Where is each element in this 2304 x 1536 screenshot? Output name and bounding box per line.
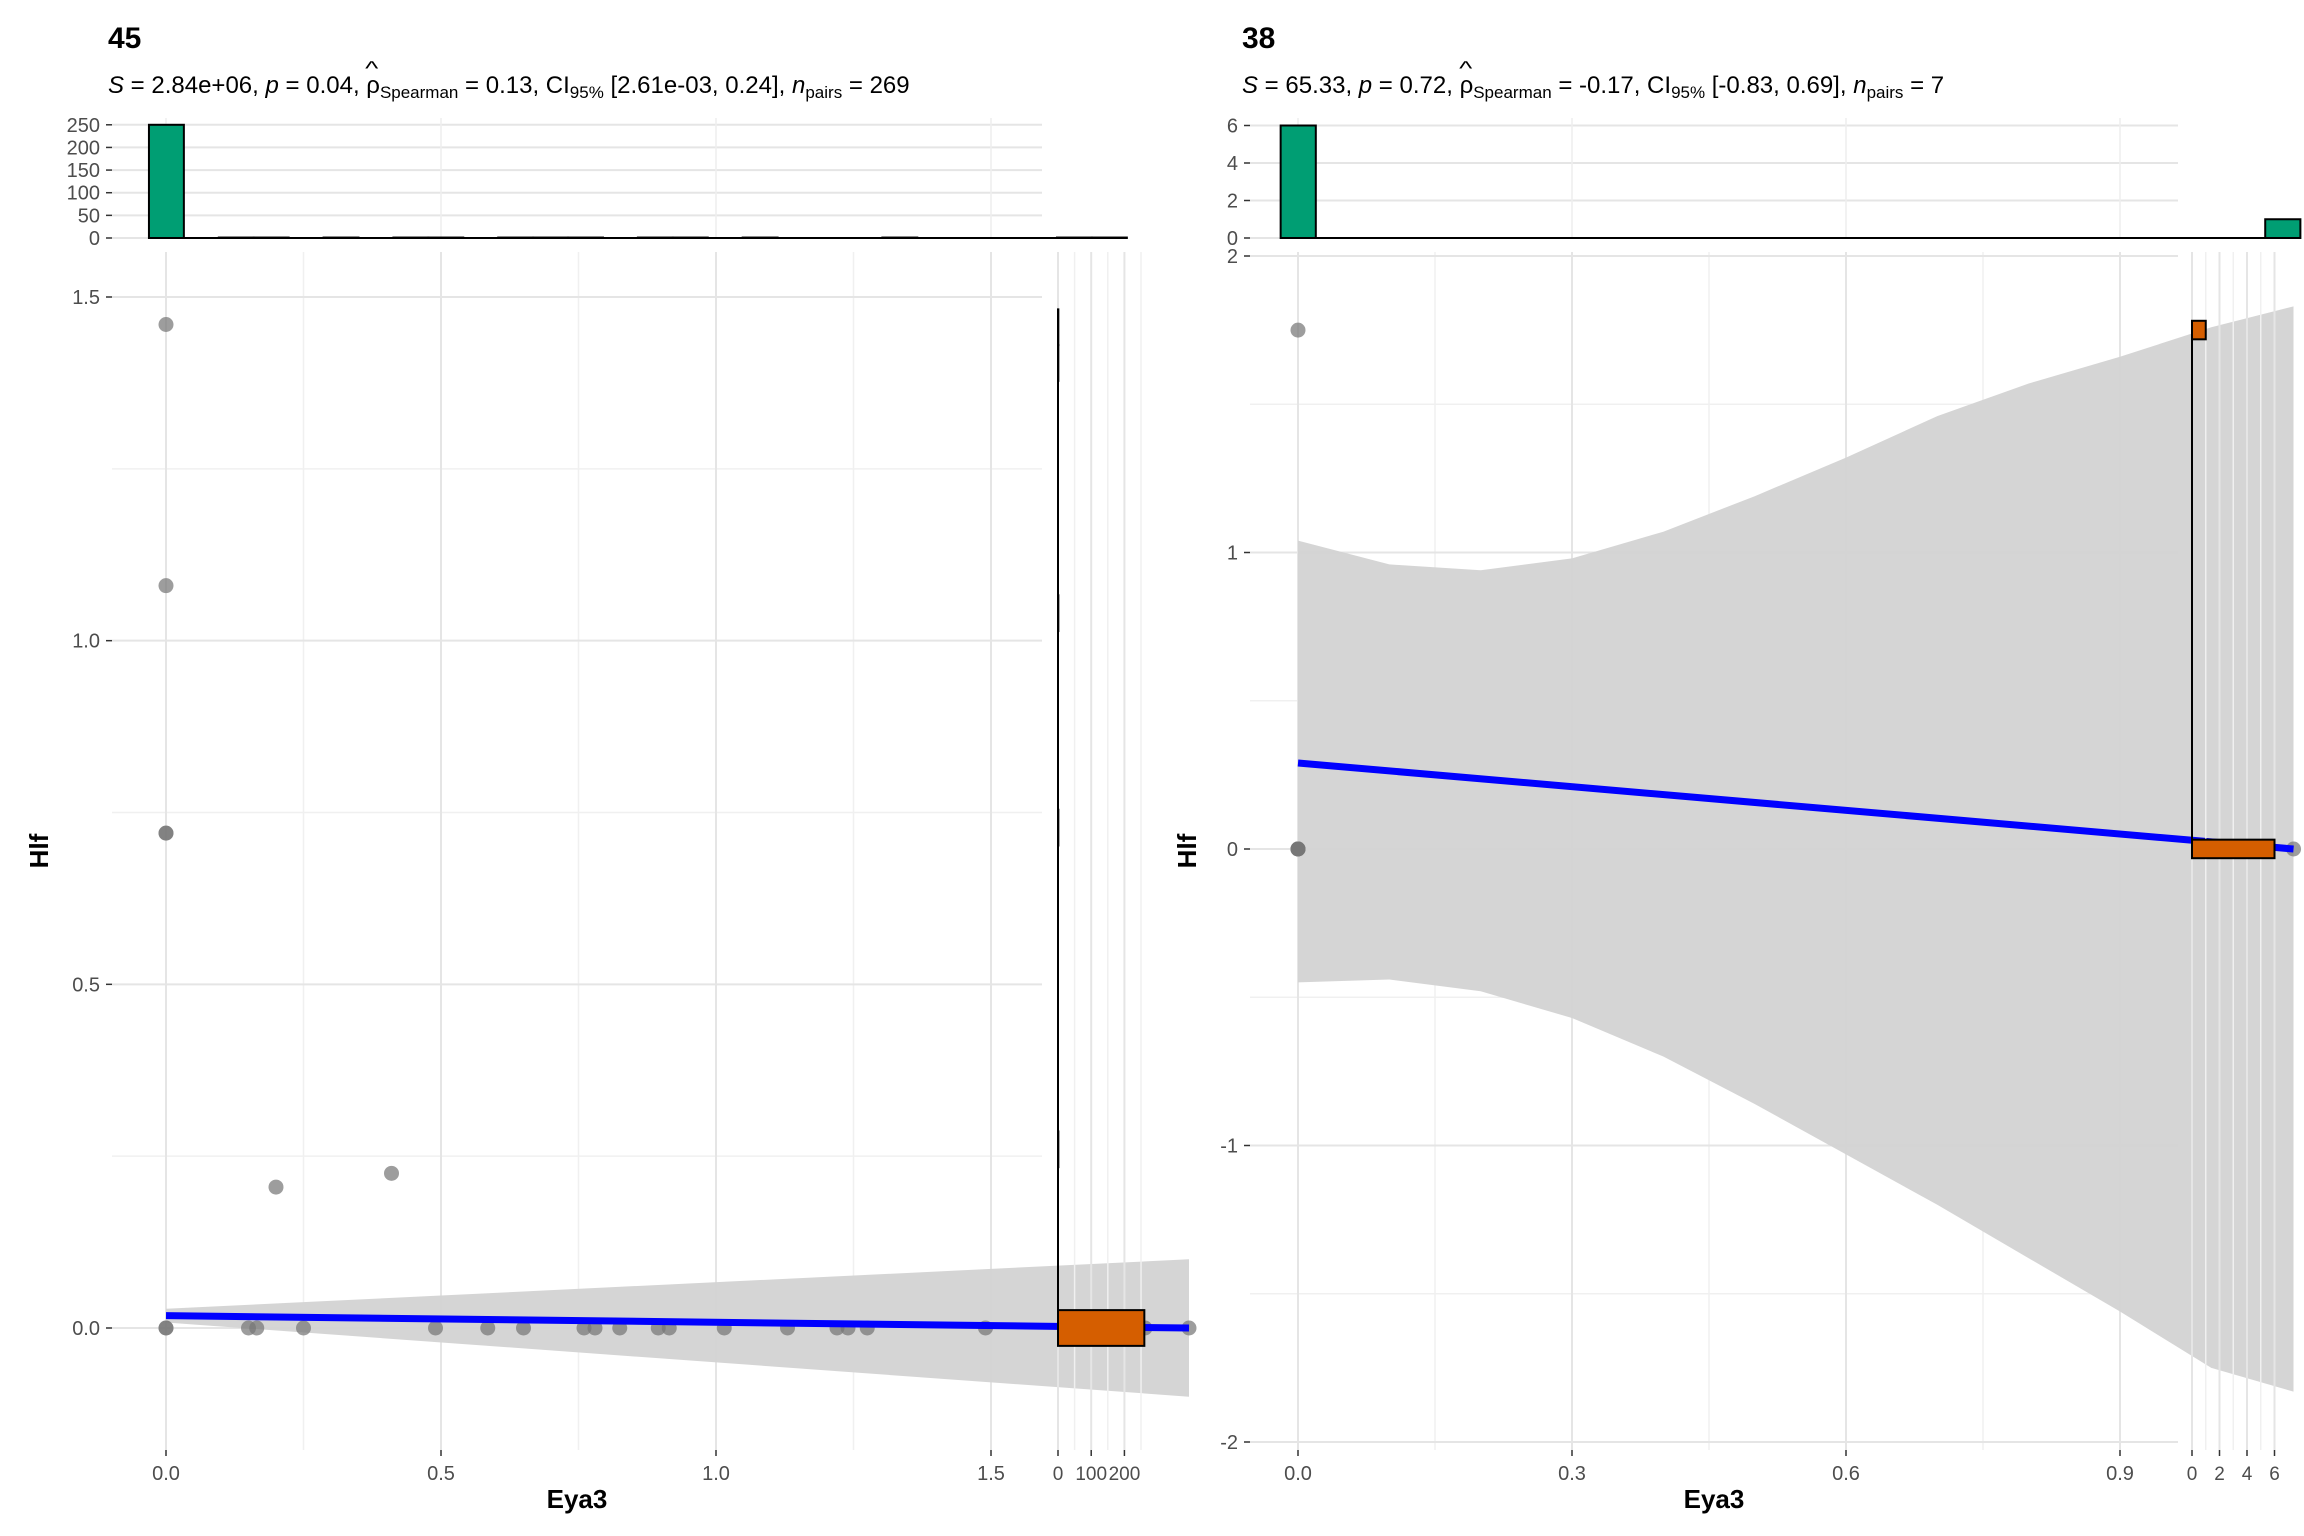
panel-1-data-point <box>158 1320 174 1336</box>
panel-1-y-tick-label: 0.5 <box>72 974 100 996</box>
panel-1-title: 45 <box>108 22 142 55</box>
panel-2-x-tick-label: 0.3 <box>1558 1463 1586 1485</box>
panel-1-right-hist-bar <box>1057 1309 1146 1347</box>
panel-1-subtitle: S = 2.84e+06, p = 0.04, ρSpearman = 0.13… <box>108 72 910 103</box>
panel-1-x-tick-label: 1.0 <box>702 1463 730 1485</box>
panel-2-right-hist-bar <box>2191 838 2276 860</box>
panel-1-top-hist-tick-label: 200 <box>67 137 100 159</box>
panel-2-x-axis-label: Eya3 <box>1684 1484 1745 1514</box>
panel-2-right-hist-tick-label: 2 <box>2214 1464 2225 1485</box>
panel-2-right-hist-tick-label: 0 <box>2187 1464 2198 1485</box>
panel-2-y-axis-label: Hlf <box>1172 833 1202 868</box>
panel-2-regression-line <box>1297 759 2294 853</box>
panel-1-top-hist-tick-label: 100 <box>67 183 100 205</box>
panel-1-top-hist-bar <box>147 123 185 239</box>
panel-1-stat-s: 2.84e+06 <box>151 72 253 99</box>
panel-2-y-tick-label: 1 <box>1227 543 1238 565</box>
panel-2-y-tick-label: -1 <box>1220 1136 1238 1158</box>
panel-1-stat-ci: [2.61e-03, 0.24] <box>610 72 779 99</box>
panel-2-right-hist-tick-label: 6 <box>2269 1464 2280 1485</box>
panel-2-top-hist-tick-label: 2 <box>1227 191 1238 213</box>
panel-1-top-hist-tick-label: 50 <box>78 205 100 227</box>
panel-1-stat-n: 269 <box>869 72 910 99</box>
panel-1-x-tick-label: 1.5 <box>977 1463 1005 1485</box>
panel-1-regression-line <box>165 1312 1190 1332</box>
panel-1-y-tick-label: 0.0 <box>72 1318 100 1340</box>
panel-1-stat-p: 0.04 <box>306 72 353 99</box>
panel-1-top-hist-tick-label: 250 <box>67 115 100 137</box>
panel-1-y-tick-label: 1.5 <box>72 287 100 309</box>
panel-1-right-hist-tick-label: 0 <box>1053 1464 1064 1485</box>
panel-2-right-hist-tick-label: 4 <box>2242 1464 2253 1485</box>
panel-2-stat-n: 7 <box>1930 72 1945 99</box>
panel-2-top-hist-tick-label: 4 <box>1227 153 1238 175</box>
panel-2-x-tick-label: 0.0 <box>1284 1463 1312 1485</box>
panel-2-top-hist-bar <box>2264 218 2302 239</box>
panel-2-y-tick-label: 0 <box>1227 839 1238 861</box>
panel-2-stat-ci: [-0.83, 0.69] <box>1711 72 1840 99</box>
panel-2-stat-rho: -0.17 <box>1579 72 1634 99</box>
panel-2-y-tick-label: -2 <box>1220 1432 1238 1454</box>
panel-1-confidence-band <box>166 1259 1189 1397</box>
panel-2-y-tick-label: 2 <box>1227 246 1238 268</box>
panel-1-data-point <box>158 578 174 594</box>
panel-1-data-point <box>268 1179 284 1195</box>
panel-1-data-point <box>249 1320 265 1336</box>
panel-1-data-point <box>158 825 174 841</box>
panel-1-top-hist-tick-label: 150 <box>67 160 100 182</box>
panel-2-stat-s: 65.33 <box>1285 72 1346 99</box>
panel-1-stat-rho: 0.13 <box>485 72 533 99</box>
panel-2-top-hist-tick-label: 6 <box>1227 116 1238 138</box>
panel-1-y-tick-label: 1.0 <box>72 631 100 653</box>
panel-1-right-hist-tick-label: 100 <box>1075 1464 1107 1485</box>
panel-1-data-point <box>428 1320 443 1336</box>
panel-2-stat-p: 0.72 <box>1399 72 1447 99</box>
panel-2-x-tick-label: 0.9 <box>2106 1463 2134 1485</box>
panel-1-y-axis-label: Hlf <box>24 833 54 868</box>
panel-2-data-point <box>1290 841 1306 857</box>
panel-2-top-hist-tick-label: 0 <box>1227 228 1238 250</box>
panel-1-data-point <box>576 1320 592 1336</box>
panel-2-x-tick-label: 0.6 <box>1832 1463 1860 1485</box>
panel-1-x-tick-label: 0.5 <box>427 1463 455 1485</box>
panel-1-x-tick-label: 0.0 <box>152 1463 180 1485</box>
panel-1-data-point <box>158 316 174 332</box>
panel-2-right-hist-bar <box>2191 319 2207 341</box>
panel-1-data-point <box>296 1320 311 1336</box>
panel-2-title: 38 <box>1242 22 1276 55</box>
panel-1-right-hist-tick-label: 200 <box>1109 1464 1141 1485</box>
panel-2-subtitle: S = 65.33, p = 0.72, ρSpearman = -0.17, … <box>1242 72 1944 103</box>
panel-2-confidence-band <box>1298 306 2294 1392</box>
panel-1-data-point <box>480 1320 496 1336</box>
panel-2-top-hist-bar <box>1279 124 1317 239</box>
panel-1-top-hist-tick-label: 0 <box>89 228 100 250</box>
panel-1-x-axis-label: Eya3 <box>547 1484 608 1514</box>
panel-1-data-point <box>384 1165 399 1181</box>
panel-2-data-point <box>1290 322 1306 338</box>
panel-1-data-point <box>516 1320 531 1336</box>
